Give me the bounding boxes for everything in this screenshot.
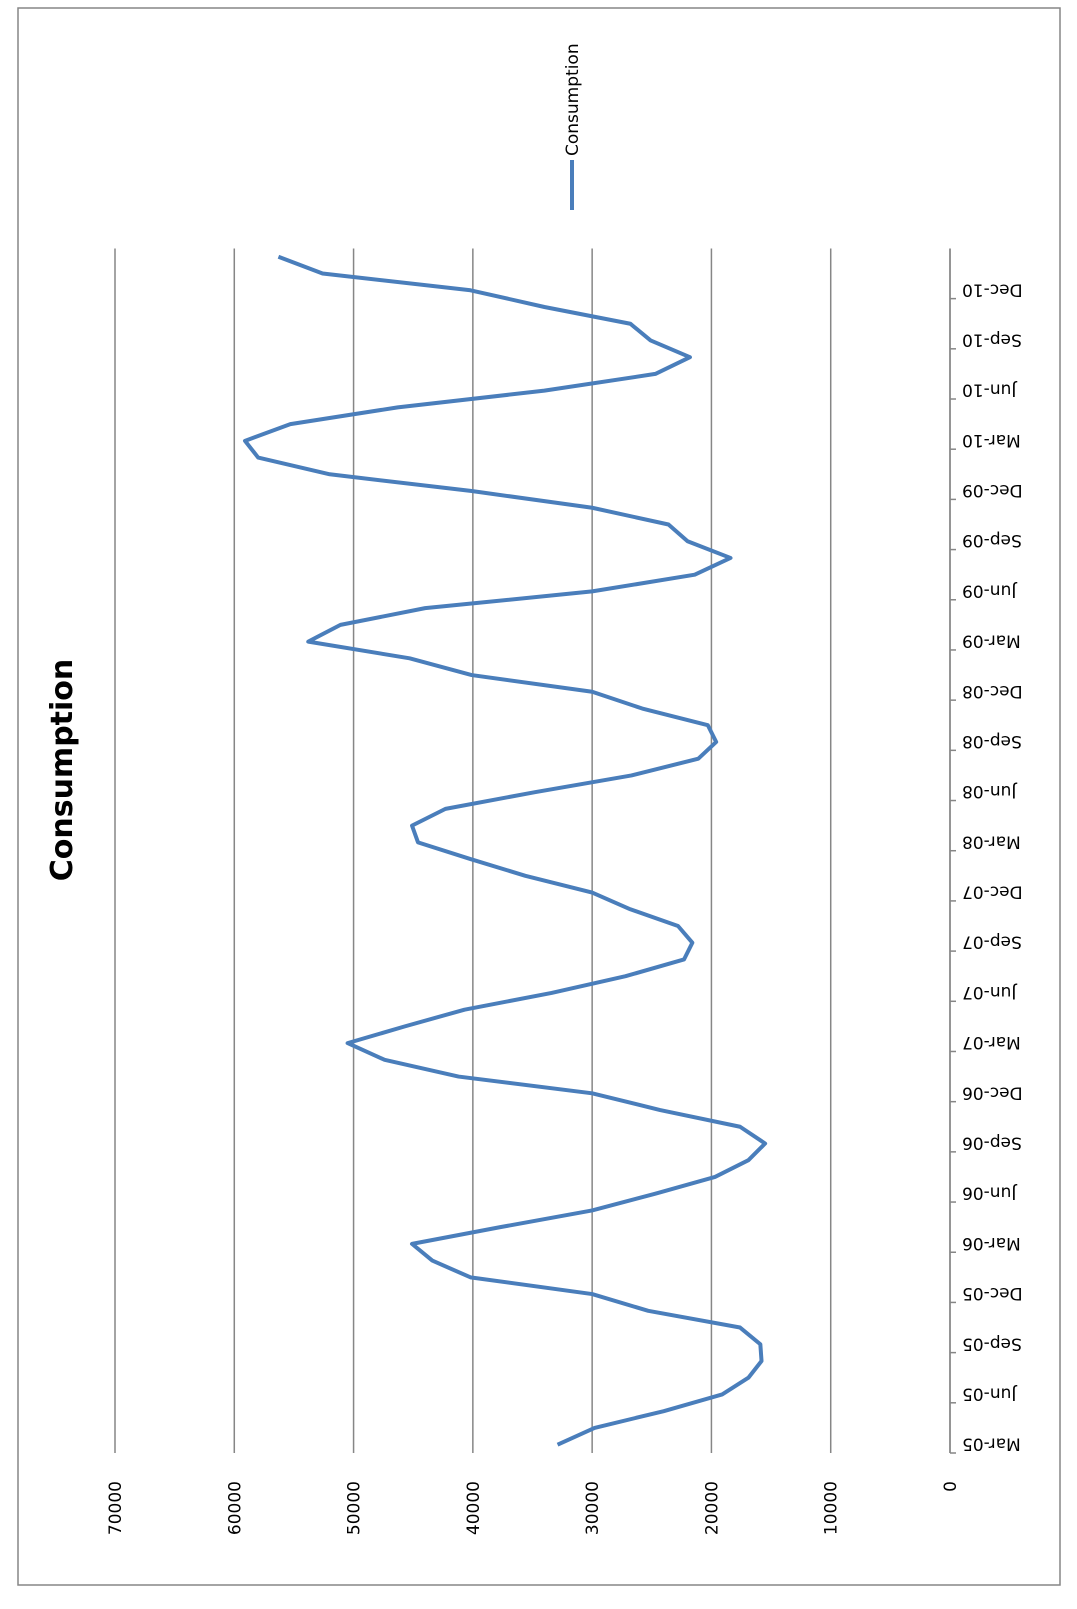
x-tick-label: Jun-08 — [962, 781, 1017, 801]
x-tick-label: Jun-05 — [962, 1383, 1017, 1403]
y-tick-label: 40000 — [464, 1481, 484, 1535]
x-tick-label: Mar-06 — [962, 1233, 1021, 1253]
x-tick-label: Sep-05 — [962, 1333, 1022, 1353]
legend-label: Consumption — [563, 43, 583, 156]
y-tick-label: 50000 — [345, 1481, 365, 1535]
chart-title: Consumption — [45, 659, 80, 882]
y-tick-label: 30000 — [583, 1481, 603, 1535]
x-tick-label: Jun-10 — [962, 380, 1017, 400]
x-tick-label: Mar-07 — [962, 1032, 1021, 1052]
x-tick-label: Dec-10 — [962, 279, 1023, 299]
y-tick-label: 0 — [941, 1481, 961, 1492]
x-tick-label: Sep-09 — [962, 530, 1022, 550]
rotated-chart: Consumption 0 10000 20000 30000 40000 50000 60… — [45, 43, 1023, 1535]
x-tick-label: Jun-06 — [962, 1183, 1017, 1203]
x-tick-label: Jun-07 — [962, 982, 1017, 1002]
x-tick-label: Mar-08 — [962, 831, 1021, 851]
x-tick-label: Sep-10 — [962, 329, 1022, 349]
chart-border — [17, 7, 1061, 1586]
data-line — [243, 254, 768, 1447]
x-tick-label: Dec-08 — [962, 681, 1023, 701]
x-tick-label: Mar-10 — [962, 430, 1021, 450]
x-tick-label: Dec-07 — [962, 882, 1023, 902]
y-tick-label: 20000 — [702, 1481, 722, 1535]
x-tick-label: Sep-07 — [962, 932, 1022, 952]
x-tick-label: Sep-06 — [962, 1132, 1022, 1152]
x-tick-label: Dec-05 — [962, 1283, 1023, 1303]
y-tick-label: 10000 — [822, 1481, 842, 1535]
x-tick-label: Jun-09 — [962, 580, 1017, 600]
y-tick-label: 60000 — [225, 1481, 245, 1535]
y-tick-label: 70000 — [106, 1481, 126, 1535]
x-tick-label: Mar-09 — [962, 631, 1021, 651]
x-tick-label: Sep-08 — [962, 731, 1022, 751]
x-tick-label: Mar-05 — [962, 1434, 1021, 1454]
x-tick-label: Dec-09 — [962, 480, 1023, 500]
x-tick-label: Dec-06 — [962, 1082, 1023, 1102]
